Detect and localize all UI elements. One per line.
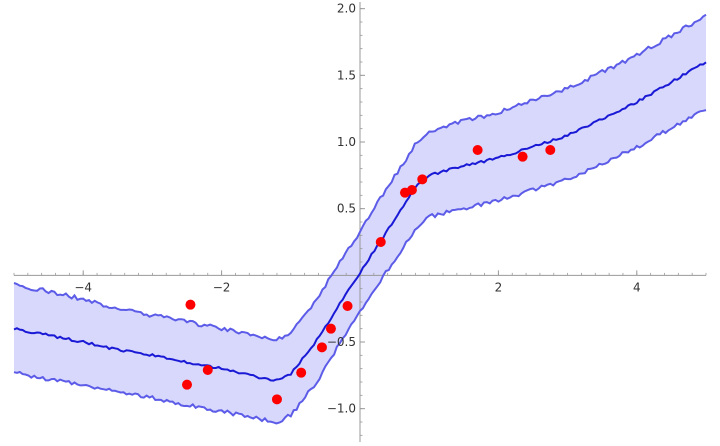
data-point: [517, 151, 528, 162]
y-tick-label: −1.0: [327, 402, 356, 416]
data-point: [185, 299, 196, 310]
y-tick-label: 2.0: [337, 2, 356, 16]
x-tick-label: −4: [74, 280, 92, 294]
x-tick-label: 2: [495, 280, 503, 294]
y-tick-label: 0.5: [337, 202, 356, 216]
tick-labels-layer: −4 −2 2 4 −1.0 −0.5 0.5 1.0 1.5 2.0: [74, 2, 640, 416]
data-point: [417, 174, 428, 185]
x-tick-label: −2: [213, 280, 231, 294]
y-tick-label: 1.0: [337, 135, 356, 149]
data-point: [325, 323, 336, 334]
y-tick-label: 1.5: [337, 68, 356, 82]
confidence-band-layer: [14, 14, 706, 424]
data-points-layer: [182, 145, 556, 405]
series-layer: [13, 13, 707, 425]
y-tick-label: −0.5: [327, 335, 356, 349]
data-point: [296, 367, 307, 378]
data-point: [342, 301, 353, 311]
data-point: [182, 379, 192, 390]
mean-line: [13, 61, 707, 382]
lower-bound-line: [13, 109, 707, 425]
data-point: [406, 185, 417, 195]
data-point: [271, 394, 282, 405]
data-point: [316, 342, 327, 353]
data-point: [545, 145, 556, 155]
data-point: [375, 237, 386, 247]
x-tick-label: 4: [633, 280, 641, 294]
upper-bound-line: [13, 13, 707, 342]
data-point: [202, 365, 213, 375]
confidence-band: [14, 14, 706, 424]
data-point: [472, 145, 483, 155]
